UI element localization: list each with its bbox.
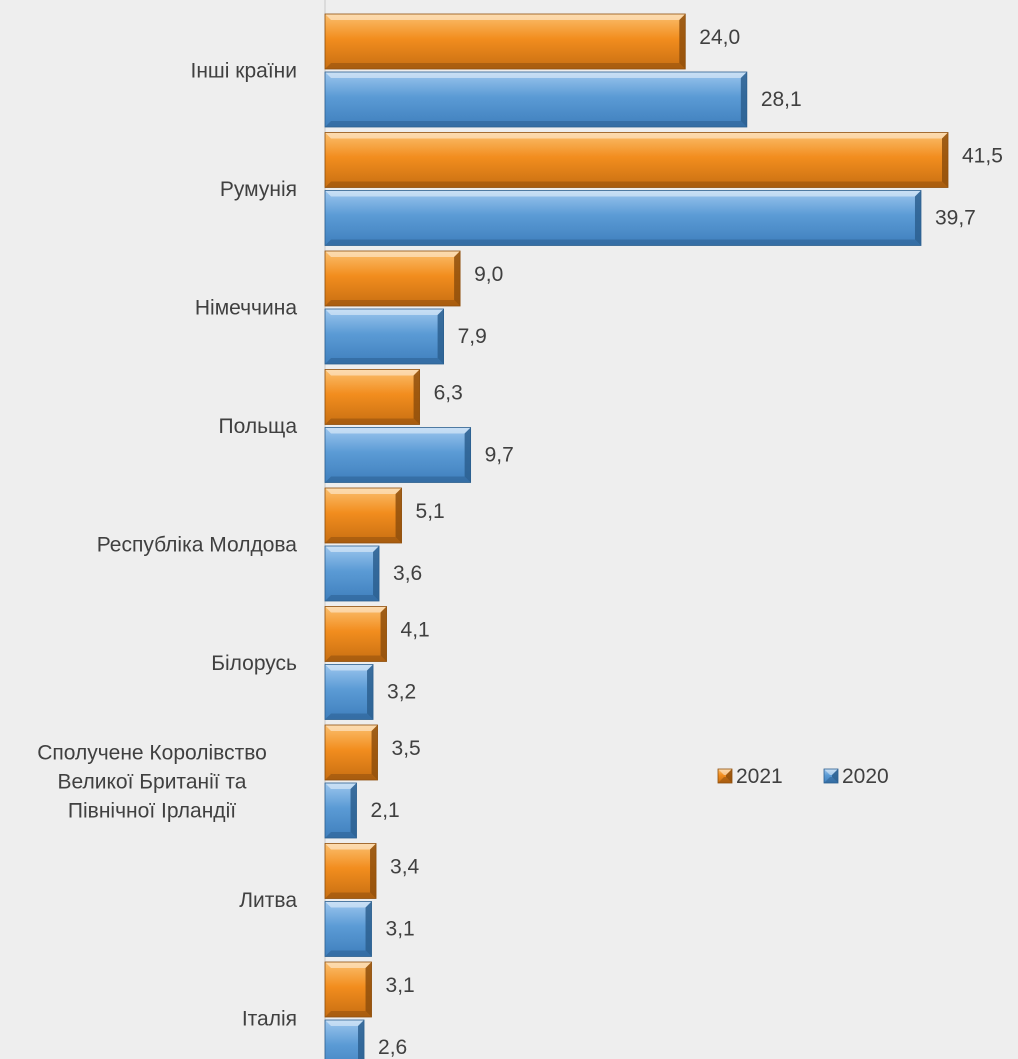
data-label-2021-6: 3,5 <box>392 737 421 760</box>
data-label-2020-8: 2,6 <box>378 1036 407 1059</box>
data-label-2021-3: 6,3 <box>434 382 463 405</box>
bar-2020-1 <box>324 190 922 246</box>
data-label-2021-8: 3,1 <box>386 974 415 997</box>
bar-2021-5 <box>324 606 387 662</box>
bar-2020-0 <box>324 71 748 128</box>
category-label-2: Німеччина <box>195 297 297 320</box>
category-label-5: Білорусь <box>211 652 297 675</box>
data-label-2020-0: 28,1 <box>761 88 802 111</box>
bar-2021-8 <box>324 961 372 1018</box>
bar-2020-3 <box>324 427 472 483</box>
data-label-2020-7: 3,1 <box>386 918 415 941</box>
data-label-2020-5: 3,2 <box>387 681 416 704</box>
bar-2021-4 <box>324 487 402 544</box>
legend-swatch-2020 <box>823 768 839 784</box>
bar-2021-2 <box>324 250 461 307</box>
bar-2021-3 <box>324 369 420 425</box>
data-label-2020-4: 3,6 <box>393 562 422 585</box>
data-label-2021-5: 4,1 <box>401 619 430 642</box>
bar-2020-4 <box>324 545 380 602</box>
bar-2021-1 <box>324 132 949 188</box>
category-label-0: Інші країни <box>191 60 298 83</box>
data-label-2020-2: 7,9 <box>458 325 487 348</box>
bar-2020-6 <box>324 782 357 839</box>
category-label-8: Італія <box>242 1008 297 1031</box>
legend-label-2021: 2021 <box>736 765 783 788</box>
data-label-2021-7: 3,4 <box>390 856 420 879</box>
bar-2021-0 <box>324 13 686 70</box>
data-label-2020-1: 39,7 <box>935 207 976 230</box>
category-label-7: Литва <box>239 889 297 912</box>
legend: 2021 2020 <box>717 765 889 788</box>
data-label-2020-3: 9,7 <box>485 444 514 467</box>
category-label-4: Республіка Молдова <box>97 534 298 557</box>
data-label-2021-0: 24,0 <box>699 26 740 49</box>
bar-2021-6 <box>324 724 378 781</box>
data-label-2021-2: 9,0 <box>474 263 503 286</box>
legend-swatch-2021 <box>717 768 733 784</box>
category-label-3: Польща <box>219 415 298 438</box>
bar-2021-7 <box>324 843 377 899</box>
bar-2020-5 <box>324 664 374 720</box>
category-label-1: Румунія <box>220 178 297 201</box>
bar-2020-7 <box>324 901 372 957</box>
bar-2020-2 <box>324 308 444 365</box>
bar-2020-8 <box>324 1019 365 1059</box>
data-label-2021-1: 41,5 <box>962 145 1003 168</box>
category-label-6: Сполучене Королівство Великої Британії та… <box>37 742 267 823</box>
data-label-2020-6: 2,1 <box>371 799 400 822</box>
legend-label-2020: 2020 <box>842 765 889 788</box>
data-label-2021-4: 5,1 <box>416 500 445 523</box>
